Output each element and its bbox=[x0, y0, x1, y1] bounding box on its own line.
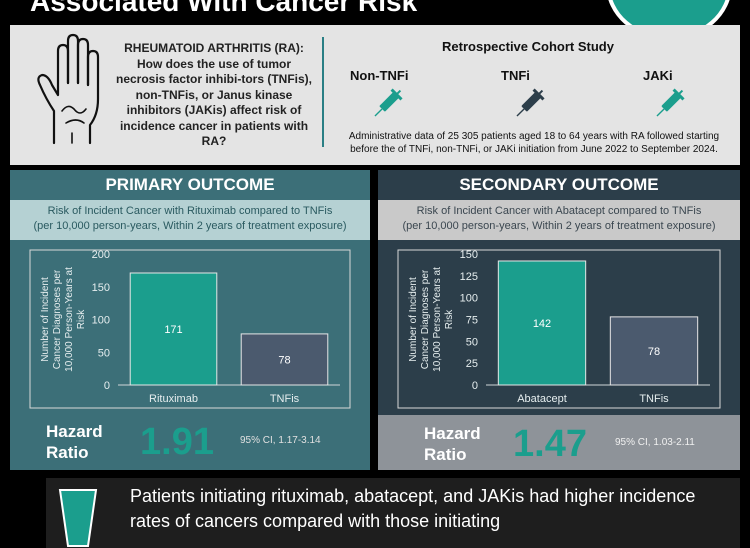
y-axis-label-line: Risk bbox=[444, 309, 455, 329]
bar bbox=[240, 333, 329, 386]
x-tick-label: TNFis bbox=[639, 393, 669, 405]
hazard-ratio-value: 1.47 bbox=[513, 423, 587, 465]
y-axis-label-line: Number of Incident bbox=[40, 277, 51, 362]
y-tick-label: 75 bbox=[466, 315, 478, 327]
study-panel: RHEUMATOID ARTHRITIS (RA): How does the … bbox=[10, 25, 740, 165]
y-tick-label: 200 bbox=[92, 249, 110, 261]
group-label-non-tnfi: Non-TNFi bbox=[350, 68, 409, 83]
secondary-outcome-subtitle: Risk of Incident Cancer with Abatacept c… bbox=[378, 200, 740, 240]
y-axis-label: Number of Incident Cancer Diagnoses per 10… bbox=[40, 267, 87, 372]
primary-outcome-panel: PRIMARY OUTCOME Risk of Incident Cancer … bbox=[10, 170, 370, 470]
subtitle-line: (per 10,000 person-years, Within 2 years… bbox=[402, 220, 716, 232]
cup-icon bbox=[58, 489, 98, 547]
syringe-icon bbox=[374, 88, 403, 117]
hazard-ratio-label: Hazard Ratio bbox=[46, 421, 103, 463]
bar-value-label: 78 bbox=[278, 354, 290, 366]
bar bbox=[497, 260, 587, 386]
subtitle-line: Risk of Incident Cancer with Rituximab c… bbox=[47, 205, 333, 217]
group-label-tnfi: TNFi bbox=[501, 68, 530, 83]
y-tick-label: 100 bbox=[92, 315, 110, 327]
hazard-ratio-value: 1.91 bbox=[140, 421, 214, 463]
syringe-icon bbox=[516, 88, 545, 117]
hazard-label-line: Ratio bbox=[424, 445, 467, 464]
confidence-interval: 95% CI, 1.17-3.14 bbox=[240, 435, 321, 446]
y-tick-label: 50 bbox=[98, 347, 110, 359]
secondary-bar-chart: 0 25 50 75 100 125 150 Number of Incident Cancer… bbox=[397, 249, 721, 409]
research-question: RHEUMATOID ARTHRITIS (RA): How does the … bbox=[115, 41, 313, 148]
y-tick-label: 25 bbox=[466, 358, 478, 370]
x-tick-label: Rituximab bbox=[149, 393, 198, 405]
hazard-ratio-label: Hazard Ratio bbox=[424, 423, 481, 465]
primary-outcome-heading: PRIMARY OUTCOME bbox=[105, 175, 275, 194]
y-axis-label-line: Number of Incident bbox=[408, 277, 419, 362]
y-tick-label: 125 bbox=[460, 271, 478, 283]
y-axis-label-line: Risk bbox=[76, 309, 87, 329]
y-tick-label: 100 bbox=[460, 293, 478, 305]
study-description: Administrative data of 25 305 patients a… bbox=[348, 131, 720, 155]
subtitle-line: Risk of Incident Cancer with Abatacept c… bbox=[416, 205, 702, 217]
secondary-hazard-band: Hazard Ratio 1.47 95% CI, 1.03-2.11 bbox=[378, 415, 740, 470]
y-axis-label-line: 10,000 Person-Years at bbox=[64, 267, 75, 372]
hazard-label-line: Hazard bbox=[46, 422, 103, 441]
subtitle-line: (per 10,000 person-years, Within 2 years… bbox=[33, 220, 347, 232]
y-axis-label: Number of Incident Cancer Diagnoses per 10… bbox=[408, 267, 455, 372]
secondary-outcome-panel: SECONDARY OUTCOME Risk of Incident Cance… bbox=[378, 170, 740, 470]
confidence-interval: 95% CI, 1.03-2.11 bbox=[615, 437, 695, 448]
page-title: Associated With Cancer Risk bbox=[30, 0, 418, 17]
divider bbox=[322, 37, 324, 147]
syringe-icon bbox=[656, 88, 685, 117]
group-label-jaki: JAKi bbox=[643, 68, 673, 83]
primary-hazard-band: Hazard Ratio 1.91 95% CI, 1.17-3.14 bbox=[10, 415, 370, 470]
primary-bar-chart: 0 50 100 150 200 Number of Incident Cancer Dia… bbox=[29, 249, 351, 409]
secondary-outcome-heading: SECONDARY OUTCOME bbox=[459, 175, 659, 194]
hand-icon bbox=[37, 33, 100, 145]
y-tick-label: 0 bbox=[104, 380, 110, 392]
bar bbox=[609, 316, 699, 386]
conclusion-text: Patients initiating rituximab, abatacept… bbox=[130, 486, 696, 531]
y-axis-label-line: Cancer Diagnoses per bbox=[420, 269, 431, 369]
hazard-label-line: Hazard bbox=[424, 424, 481, 443]
y-axis-label-line: 10,000 Person-Years at bbox=[432, 267, 443, 372]
conclusion-banner: Patients initiating rituximab, abatacept… bbox=[46, 478, 740, 548]
y-tick-label: 50 bbox=[466, 336, 478, 348]
y-axis-label-line: Cancer Diagnoses per bbox=[52, 269, 63, 369]
bar bbox=[129, 272, 218, 386]
y-tick-label: 150 bbox=[92, 282, 110, 294]
hazard-label-line: Ratio bbox=[46, 443, 89, 462]
study-title: Retrospective Cohort Study bbox=[442, 39, 614, 54]
x-tick-label: Abatacept bbox=[517, 393, 567, 405]
y-tick-label: 150 bbox=[460, 249, 478, 261]
primary-outcome-subtitle: Risk of Incident Cancer with Rituximab c… bbox=[10, 200, 370, 240]
bar-value-label: 142 bbox=[533, 318, 551, 330]
y-tick-label: 0 bbox=[472, 380, 478, 392]
bar-value-label: 171 bbox=[164, 324, 182, 336]
bar-value-label: 78 bbox=[648, 346, 660, 358]
x-tick-label: TNFis bbox=[270, 393, 300, 405]
